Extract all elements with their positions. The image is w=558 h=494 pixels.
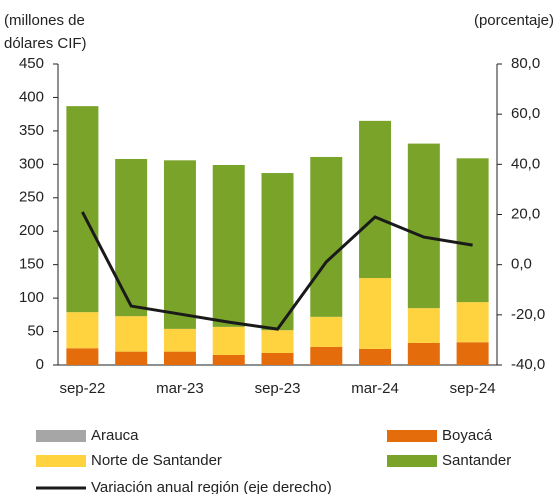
bar-segment [163, 328, 196, 352]
y2-tick-label: 40,0 [511, 155, 540, 172]
bar-segment [261, 352, 294, 365]
bar-segment [407, 143, 440, 309]
bar-segment [212, 354, 245, 365]
y2-tick-label: -20,0 [511, 306, 545, 323]
y2-tick-label: 20,0 [511, 205, 540, 222]
y-tick-label: 150 [19, 256, 44, 273]
legend-label: Santander [442, 452, 511, 469]
y-tick-label: 350 [19, 122, 44, 139]
bar-segment [163, 160, 196, 329]
y-tick-label: 0 [36, 356, 44, 373]
bar-segment [66, 312, 99, 349]
x-tick-label: sep-23 [255, 380, 301, 397]
legend-swatch [36, 430, 86, 442]
y-tick-label: 100 [19, 289, 44, 306]
y2-tick-label: 60,0 [511, 105, 540, 122]
y-tick-label: 200 [19, 222, 44, 239]
bar-segment [310, 316, 343, 347]
bar-segment [407, 342, 440, 365]
y2-tick-label: 0,0 [511, 256, 532, 273]
y2-tick-label: -40,0 [511, 356, 545, 373]
bar-segment [163, 351, 196, 365]
legend-swatch [387, 430, 437, 442]
bar-segment [456, 342, 489, 365]
bar-segment [359, 120, 392, 279]
legend-label: Arauca [91, 427, 139, 444]
bar-segment [310, 156, 343, 317]
bar-segment [261, 330, 294, 353]
line [81, 211, 473, 331]
y-label: dólares CIF) [4, 35, 87, 52]
bar-segment [115, 158, 148, 317]
bar-segment [212, 326, 245, 355]
y-tick-label: 50 [27, 323, 44, 340]
bar-segment [407, 308, 440, 343]
y2-label: (porcentaje) [474, 12, 554, 29]
y-tick-label: 450 [19, 55, 44, 72]
bar-segment [115, 351, 148, 365]
y-tick-label: 300 [19, 155, 44, 172]
bar-segment [456, 158, 489, 303]
bar-segment [66, 106, 99, 313]
bar-segment [359, 278, 392, 349]
bar-segment [456, 302, 489, 343]
y-label: (millones de [4, 12, 85, 29]
legend-swatch [36, 455, 86, 467]
bar-segment [115, 316, 148, 352]
x-tick-label: mar-23 [156, 380, 204, 397]
y-tick-label: 250 [19, 189, 44, 206]
legend-label: Variación anual región (eje derecho) [91, 479, 332, 494]
legend-label: Norte de Santander [91, 452, 222, 469]
legend-label: Boyacá [442, 427, 493, 444]
x-tick-label: sep-22 [59, 380, 105, 397]
y-tick-label: 400 [19, 88, 44, 105]
bar-segment [212, 165, 245, 327]
x-tick-label: mar-24 [351, 380, 399, 397]
x-tick-label: sep-24 [450, 380, 496, 397]
bar-segment [359, 348, 392, 365]
bar-segment [66, 348, 99, 365]
legend-swatch [387, 455, 437, 467]
bar-segment [261, 173, 294, 331]
y2-tick-label: 80,0 [511, 55, 540, 72]
bar-segment [310, 346, 343, 365]
